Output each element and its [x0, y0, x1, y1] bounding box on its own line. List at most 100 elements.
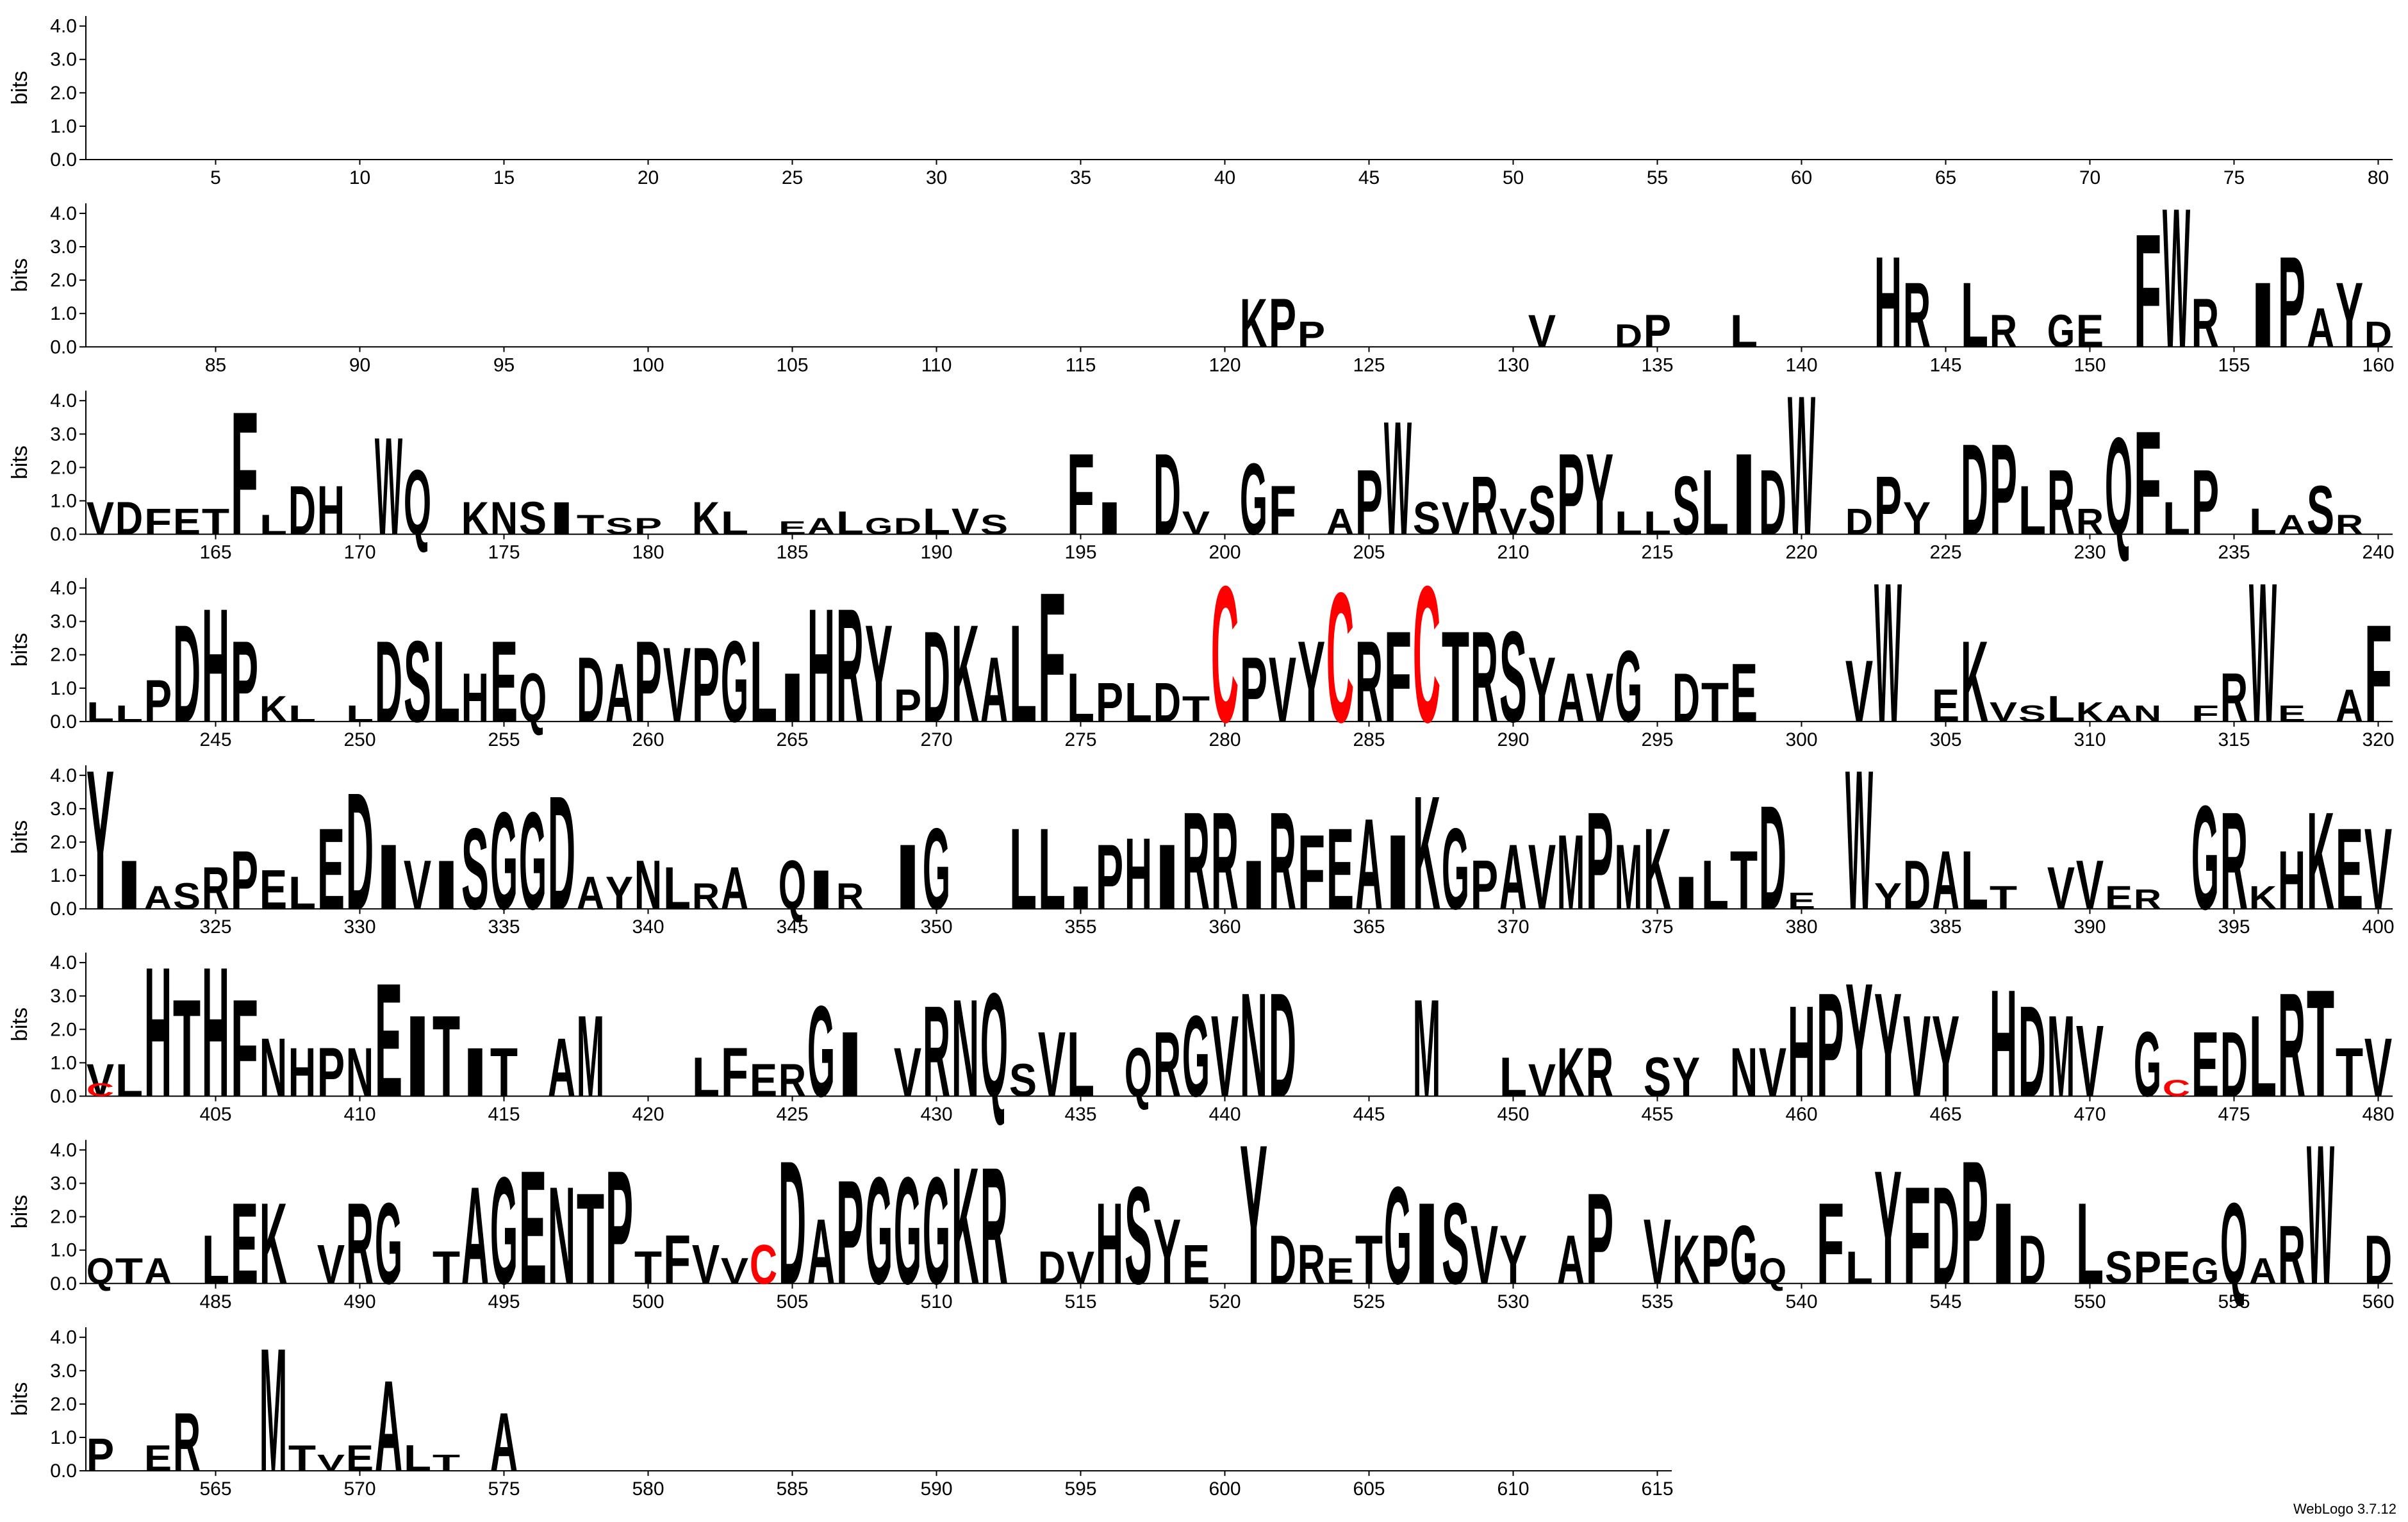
logo-letter: P	[692, 626, 720, 745]
x-tick-label: 170	[343, 542, 375, 563]
logo-letter: T	[2336, 1034, 2363, 1112]
x-tick-label: 335	[488, 916, 520, 938]
logo-letter: E	[231, 1179, 258, 1308]
logo-letter: F	[721, 1034, 748, 1112]
logo-letter: R	[2278, 962, 2305, 1127]
x-tick-label: 50	[1503, 167, 1524, 188]
logo-letter: V	[952, 501, 979, 542]
y-tick-label: 4.0	[50, 952, 77, 973]
logo-letter: N	[2134, 700, 2161, 726]
x-tick-label: 445	[1353, 1104, 1385, 1125]
x-tick-label: 310	[2074, 729, 2106, 750]
x-tick-label: 305	[1929, 729, 1961, 750]
y-tick-label: 2.0	[50, 83, 77, 104]
x-tick-label: 255	[488, 729, 520, 750]
logo-letter: L	[1730, 306, 1758, 357]
logo-letter: L	[692, 1046, 720, 1108]
logo-letter: M	[1413, 970, 1440, 1126]
x-tick-label: 85	[205, 354, 226, 376]
logo-letter: L	[1615, 505, 1642, 542]
logo-letter: E	[2076, 306, 2104, 357]
logo-letter: F	[1903, 1157, 1931, 1313]
logo-letter: K	[692, 493, 720, 544]
x-tick-label: 160	[2362, 354, 2394, 376]
logo-letter: W	[1384, 388, 1412, 569]
logo-letter: I	[894, 825, 921, 929]
x-tick-label: 570	[343, 1478, 375, 1500]
logo-letter: Y	[1874, 1137, 1902, 1318]
y-tick-label: 1.0	[50, 116, 77, 137]
x-tick-label: 270	[920, 729, 952, 750]
x-tick-label: 15	[493, 167, 515, 188]
logo-letter: Y	[1499, 1221, 1527, 1299]
y-tick-label: 0.0	[50, 1273, 77, 1295]
logo-letter: R	[2220, 659, 2248, 737]
x-tick-label: 285	[1353, 729, 1385, 750]
logo-letter: P	[894, 680, 921, 731]
logo-letter: V	[1586, 659, 1613, 737]
logo-letter: R	[1182, 783, 1210, 939]
logo-letter: L	[1009, 595, 1037, 751]
logo-letter: A	[2278, 509, 2305, 540]
logo-letter: P	[1269, 285, 1296, 363]
logo-letter: F	[2364, 595, 2392, 751]
logo-letter: E	[519, 1137, 547, 1318]
logo-letter: S	[2307, 472, 2334, 550]
logo-letter: V	[1990, 697, 2017, 727]
logo-letter: T	[433, 1450, 460, 1475]
logo-letter: L	[1701, 451, 1729, 554]
logo-letter: Y	[1528, 638, 1556, 742]
logo-letter: Y	[1672, 1046, 1700, 1108]
logo-letter: R	[923, 979, 950, 1124]
logo-letter: L	[87, 697, 114, 727]
logo-letter: V	[1644, 1200, 1671, 1303]
logo-letter: A	[577, 868, 604, 919]
logo-letter: V	[2076, 1005, 2104, 1118]
logo-letter: E	[1730, 646, 1758, 740]
logo-letter: H	[807, 575, 835, 756]
logo-letter: A	[461, 1157, 489, 1313]
logo-letter: W	[2307, 1103, 2334, 1325]
x-tick-label: 290	[1497, 729, 1529, 750]
logo-letter: L	[1067, 659, 1094, 737]
x-tick-label: 430	[920, 1104, 952, 1125]
logo-letter: N	[1730, 1034, 1758, 1112]
x-tick-label: 540	[1785, 1291, 1817, 1312]
logo-letter: Y	[1240, 1103, 1267, 1325]
x-tick-label: 360	[1208, 916, 1241, 938]
logo-letter: W	[375, 408, 402, 564]
logo-letter: D	[2018, 1221, 2046, 1299]
logo-letter: I	[1730, 429, 1758, 559]
logo-letter: D	[375, 617, 402, 747]
logo-letter: S	[980, 509, 1008, 540]
logo-letter: P	[634, 617, 662, 747]
logo-letter: L	[1701, 847, 1729, 924]
logo-letter: P	[2191, 451, 2219, 554]
logo-letter: W	[2163, 167, 2190, 389]
logo-letter: P	[634, 513, 662, 539]
logo-letter: C	[1413, 545, 1440, 763]
logo-letter: V	[1528, 1055, 1556, 1106]
logo-letter: E	[779, 517, 806, 538]
logo-letter: I	[461, 1034, 489, 1112]
x-tick-label: 95	[493, 354, 515, 376]
logo-letter: V	[663, 626, 691, 745]
logo-letter: R	[2134, 884, 2161, 914]
logo-letter: S	[173, 875, 201, 916]
logo-letter: V	[2076, 847, 2104, 924]
logo-letter: D	[1932, 1157, 1959, 1313]
logo-letter: G	[1182, 991, 1210, 1121]
logo-letter: D	[548, 762, 575, 943]
logo-letter: S	[2105, 1242, 2132, 1293]
logo-letter: A	[548, 1021, 575, 1114]
logo-letter: R	[202, 854, 229, 922]
logo-letter: T	[1701, 671, 1729, 733]
logo-letter: P	[836, 1150, 864, 1315]
logo-letter: T	[577, 509, 604, 540]
logo-letter: G	[865, 1145, 893, 1316]
x-tick-label: 355	[1064, 916, 1096, 938]
logo-letter: K	[2307, 783, 2334, 939]
x-tick-label: 195	[1064, 542, 1096, 563]
logo-letter: Y	[1903, 493, 1931, 544]
